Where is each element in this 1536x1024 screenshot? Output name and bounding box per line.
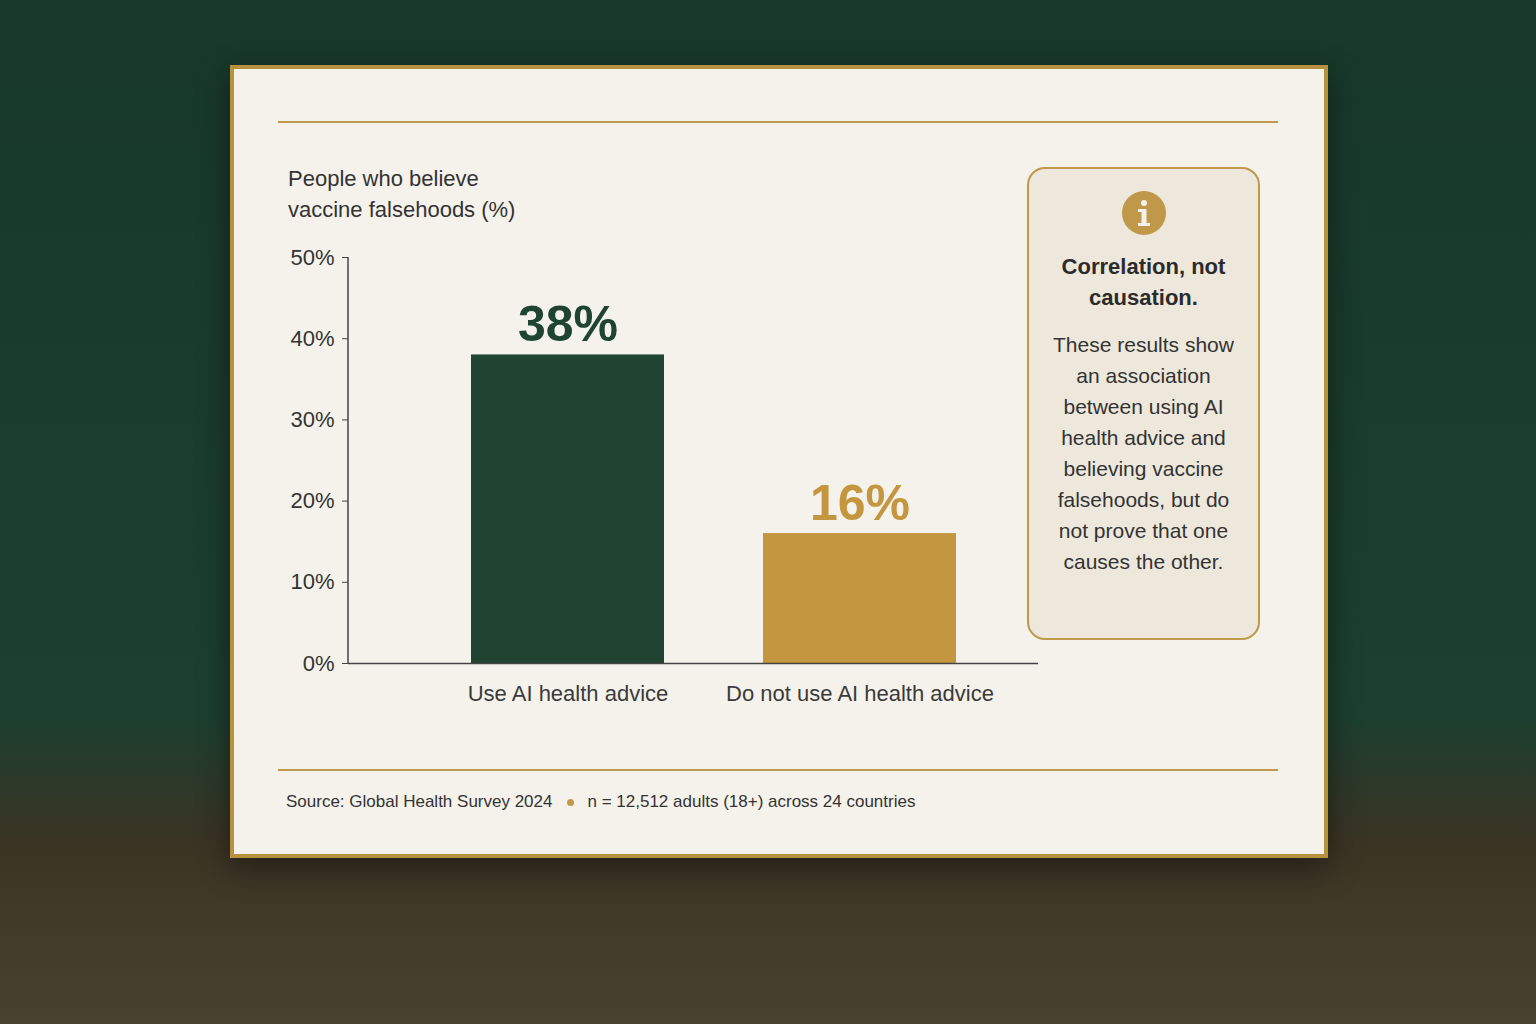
- svg-text:30%: 30%: [290, 407, 334, 432]
- svg-text:20%: 20%: [290, 488, 334, 513]
- svg-text:Do not use AI health advice: Do not use AI health advice: [726, 681, 994, 706]
- svg-text:Use AI health advice: Use AI health advice: [468, 681, 669, 706]
- html-text:These results show an associat: These results show an association betwee…: [1053, 333, 1234, 573]
- svg-text:0%: 0%: [303, 651, 335, 676]
- svg-text:38%: 38%: [518, 296, 618, 352]
- svg-text:50%: 50%: [290, 245, 334, 270]
- svg-text:10%: 10%: [290, 569, 334, 594]
- html-text:People who believe vaccine fal: People who believe vaccine falsehoods (%…: [288, 166, 516, 222]
- svg-text:40%: 40%: [290, 326, 334, 351]
- svg-text:16%: 16%: [810, 475, 910, 531]
- html-text:Source: Global Health Survey 2: Source: Global Health Survey 2024: [286, 792, 553, 811]
- html-text:n = 12,512 adults (18+) across: n = 12,512 adults (18+) across 24 countr…: [587, 792, 916, 811]
- html-text:Correlation, not causation.: Correlation, not causation.: [1061, 254, 1226, 310]
